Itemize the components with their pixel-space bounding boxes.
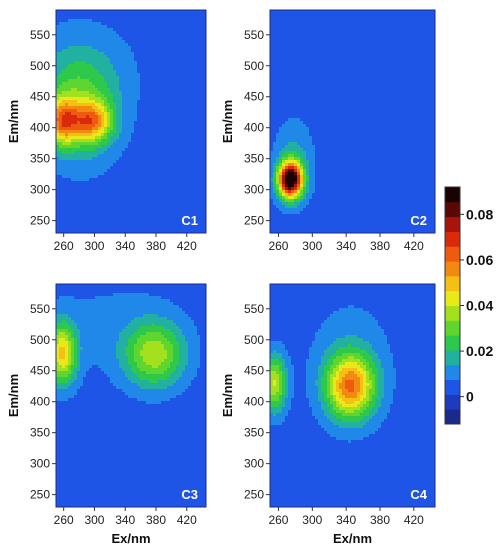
x-tick-label: 380 <box>370 513 390 527</box>
heatmap <box>270 284 435 507</box>
y-tick-label: 450 <box>244 364 264 378</box>
x-tick-label: 260 <box>54 239 74 253</box>
x-tick-label: 380 <box>146 513 166 527</box>
plot-frame <box>269 283 436 508</box>
y-tick-label: 400 <box>30 121 50 135</box>
heatmap <box>56 284 206 507</box>
colorbar-swatch <box>445 349 460 366</box>
panel-label: C1 <box>181 213 198 228</box>
y-tick-label: 250 <box>244 488 264 502</box>
colorbar-swatch <box>445 335 460 351</box>
x-tick-label: 300 <box>84 513 104 527</box>
colorbar-swatch <box>445 409 460 425</box>
y-tick-label: 300 <box>30 183 50 197</box>
colorbar-swatch <box>445 187 460 203</box>
y-tick-label: 250 <box>30 488 50 502</box>
x-tick-label: 260 <box>54 513 74 527</box>
colorbar-tick-label: 0.02 <box>466 343 493 359</box>
y-axis-label: Em/nm <box>220 100 235 143</box>
x-tick-label: 340 <box>115 239 135 253</box>
x-tick-label: 420 <box>404 239 424 253</box>
y-tick-label: 450 <box>244 90 264 104</box>
x-tick-label: 260 <box>268 239 288 253</box>
y-tick-label: 550 <box>30 28 50 42</box>
y-tick-label: 300 <box>244 457 264 471</box>
x-tick-label: 380 <box>146 239 166 253</box>
x-tick-label: 420 <box>404 513 424 527</box>
x-tick-label: 340 <box>336 513 356 527</box>
y-tick-label: 450 <box>30 364 50 378</box>
heatmap <box>56 10 206 233</box>
heatmap <box>270 10 435 233</box>
colorbar-swatch <box>445 305 460 321</box>
colorbar-swatch <box>445 394 460 410</box>
panel-c2: 260 300 340 380 420 250 300 350 400 450 500 550 Em/n… <box>220 9 436 253</box>
y-tick-label: 450 <box>30 90 50 104</box>
panel-c3: 260 300 340 380 420 250 300 350 400 450 500 550 Em/n… <box>6 283 207 546</box>
y-tick-label: 500 <box>30 59 50 73</box>
x-tick-label: 380 <box>370 239 390 253</box>
colorbar-swatch <box>445 261 460 277</box>
y-tick-label: 300 <box>30 457 50 471</box>
plot-frame <box>269 9 436 234</box>
y-tick-label: 400 <box>30 395 50 409</box>
x-axis-label: Ex/nm <box>333 531 372 546</box>
y-tick-label: 500 <box>30 333 50 347</box>
panel-label: C3 <box>181 487 198 502</box>
y-tick-label: 500 <box>244 59 264 73</box>
x-tick-label: 420 <box>177 513 197 527</box>
colorbar-swatch <box>445 290 460 306</box>
y-axis-label: Em/nm <box>220 374 235 417</box>
y-tick-label: 500 <box>244 333 264 347</box>
y-tick-label: 350 <box>30 426 50 440</box>
x-tick-label: 420 <box>177 239 197 253</box>
x-axis-label: Ex/nm <box>111 531 150 546</box>
colorbar-swatch <box>445 246 460 262</box>
y-tick-label: 250 <box>30 214 50 228</box>
y-tick-label: 350 <box>244 426 264 440</box>
y-axis-label: Em/nm <box>6 100 21 143</box>
y-tick-label: 350 <box>30 152 50 166</box>
plot-frame <box>55 283 207 508</box>
panel-label: C2 <box>410 213 427 228</box>
y-tick-label: 550 <box>30 302 50 316</box>
x-tick-label: 260 <box>268 513 288 527</box>
colorbar-tick-label: 0.06 <box>466 252 493 268</box>
colorbar-swatch <box>445 216 460 232</box>
y-axis-label: Em/nm <box>6 374 21 417</box>
y-tick-label: 550 <box>244 28 264 42</box>
panel-c1: 260 300 340 380 420 250 300 350 400 450 500 550 Em/n… <box>6 9 207 253</box>
y-tick-label: 400 <box>244 395 264 409</box>
x-tick-label: 300 <box>302 513 322 527</box>
panel-c4: 260 300 340 380 420 250 300 350 400 450 500 550 Em/n… <box>220 283 436 546</box>
y-tick-label: 300 <box>244 183 264 197</box>
colorbar-swatch <box>445 379 460 395</box>
plot-frame <box>55 9 207 234</box>
colorbar-tick-label: 0.04 <box>466 298 493 314</box>
colorbar-swatch <box>445 364 460 381</box>
colorbar-tick-label: 0.08 <box>466 206 493 222</box>
x-tick-label: 300 <box>84 239 104 253</box>
x-tick-label: 340 <box>336 239 356 253</box>
x-tick-label: 300 <box>302 239 322 253</box>
y-tick-label: 400 <box>244 121 264 135</box>
y-tick-label: 250 <box>244 214 264 228</box>
colorbar-swatch <box>445 201 460 218</box>
colorbar-tick-label: 0 <box>466 389 474 405</box>
colorbar-swatch <box>445 275 460 292</box>
colorbar-swatch <box>445 320 460 336</box>
colorbar: 0 0.02 0.04 0.06 0.08 <box>444 186 493 425</box>
panel-label: C4 <box>410 487 427 502</box>
colorbar-swatch <box>445 231 460 247</box>
y-tick-label: 350 <box>244 152 264 166</box>
x-tick-label: 340 <box>115 513 135 527</box>
y-tick-label: 550 <box>244 302 264 316</box>
